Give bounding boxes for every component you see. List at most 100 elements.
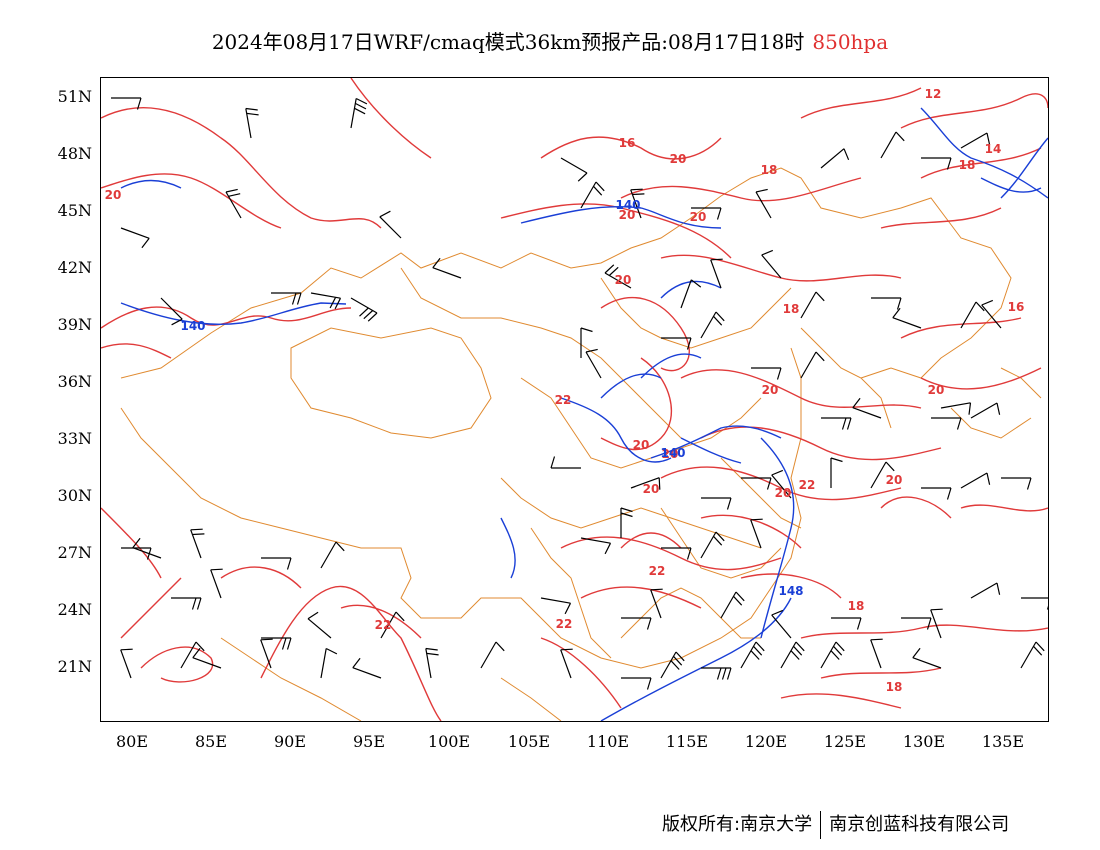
temperature-contours — [101, 78, 1048, 721]
contour-label: 20 — [633, 438, 650, 452]
wind-barb — [921, 157, 952, 170]
temperature-contour — [740, 573, 842, 599]
wind-barb — [630, 188, 645, 219]
wind-barb — [190, 528, 205, 559]
wind-barb — [120, 648, 133, 679]
lat-label: 51N — [57, 87, 92, 106]
temperature-contour — [120, 577, 182, 639]
geopotential-contour — [660, 280, 722, 299]
wind-barb — [660, 651, 685, 679]
temperature-contour — [880, 496, 952, 519]
temperature-contour — [560, 536, 782, 571]
wind-barb — [621, 617, 652, 630]
border-line — [950, 407, 1032, 439]
lat-label: 42N — [57, 258, 92, 277]
temperature-contour — [900, 317, 1022, 339]
contour-label: 140 — [615, 198, 640, 212]
border-line — [620, 587, 761, 639]
wind-barb — [580, 181, 605, 209]
wind-barb — [970, 402, 1001, 419]
wind-barb — [192, 647, 222, 669]
contour-label: 14 — [985, 142, 1002, 156]
title-text: 2024年08月17日WRF/cmaq模式36km预报产品:08月17日18时 — [211, 30, 805, 54]
wind-barb — [761, 249, 782, 279]
temperature-contour — [660, 254, 902, 282]
wind-barb — [620, 507, 633, 538]
lat-label: 30N — [57, 486, 92, 505]
contour-label: 20 — [775, 486, 792, 500]
geopotential-contour — [560, 397, 672, 463]
wind-barb — [892, 307, 922, 329]
wind-barb — [820, 641, 845, 669]
lon-label: 135E — [981, 732, 1025, 751]
wind-barb — [700, 531, 725, 559]
contour-label: 18 — [761, 163, 778, 177]
temperature-contour — [620, 532, 682, 549]
province-borders — [120, 167, 1042, 721]
temperature-contour — [800, 87, 922, 119]
temperature-contour — [700, 426, 942, 461]
temperature-contour — [600, 296, 690, 372]
contour-label: 18 — [886, 680, 903, 694]
geopotential-contour — [600, 597, 792, 721]
wind-barb — [180, 641, 205, 669]
wind-barb — [820, 148, 850, 169]
contour-labels: 12 14 16 18 18 20 20 20 20 20 20 20 20 20 20 20 20 22 22 22… — [105, 87, 1025, 694]
temperature-contour — [101, 507, 162, 579]
wind-barb — [741, 477, 772, 490]
lat-label: 48N — [57, 144, 92, 163]
wind-barb — [800, 351, 825, 379]
wind-barb — [560, 648, 573, 679]
temperature-contour — [580, 586, 702, 609]
wind-barb — [701, 667, 732, 680]
temperature-contour — [101, 173, 282, 229]
divider — [820, 811, 822, 839]
wind-barb — [225, 188, 242, 219]
wind-barb — [604, 264, 632, 289]
wind-barb — [901, 617, 932, 630]
contour-label: 16 — [619, 136, 636, 150]
geopotential-contour — [640, 353, 702, 379]
wind-barb — [550, 456, 581, 469]
geopotential-contour — [500, 517, 516, 579]
copyright: 版权所有:南京大学 南京创蓝科技有限公司 — [662, 810, 1009, 839]
lat-label: 36N — [57, 372, 92, 391]
border-line — [120, 347, 802, 669]
wind-barb — [585, 348, 602, 379]
wind-barb — [1021, 597, 1048, 610]
contour-label: 140 — [180, 319, 205, 333]
wind-barb — [771, 469, 792, 499]
map-frame: 12 14 16 18 18 20 20 20 20 20 20 20 20 20 20 20 20 22 22 22… — [100, 77, 1049, 722]
temperature-contour — [340, 604, 422, 639]
wind-barb — [111, 97, 142, 110]
geopotential-contour — [680, 437, 742, 464]
copyright-owner: 版权所有:南京大学 — [662, 814, 813, 835]
temperature-contour — [620, 177, 862, 202]
wind-barb — [755, 188, 772, 219]
geopotential-contour — [760, 437, 795, 639]
border-line — [720, 457, 802, 529]
wind-barb — [661, 547, 692, 560]
lon-label: 110E — [586, 732, 630, 751]
contour-label: 20 — [615, 273, 632, 287]
temperature-contour — [920, 367, 1042, 390]
lon-label: 115E — [665, 732, 709, 751]
temperature-contour — [820, 667, 942, 679]
temperature-contour — [700, 514, 802, 549]
temperature-contour — [660, 466, 902, 501]
temperature-contour — [140, 646, 214, 683]
wind-barb — [700, 311, 725, 339]
wind-barb — [830, 457, 843, 488]
wind-barb — [960, 301, 985, 329]
wind-barb — [245, 107, 259, 139]
pressure-level: 850hpa — [812, 30, 889, 54]
wind-barb — [621, 677, 652, 690]
lat-label: 21N — [57, 657, 92, 676]
wind-barb — [210, 568, 223, 599]
contour-label: 22 — [556, 617, 573, 631]
border-line — [520, 377, 762, 469]
wind-barb — [771, 609, 792, 639]
geopotential-contour — [120, 302, 347, 325]
wind-barb — [821, 417, 852, 430]
border-line — [120, 167, 1012, 379]
